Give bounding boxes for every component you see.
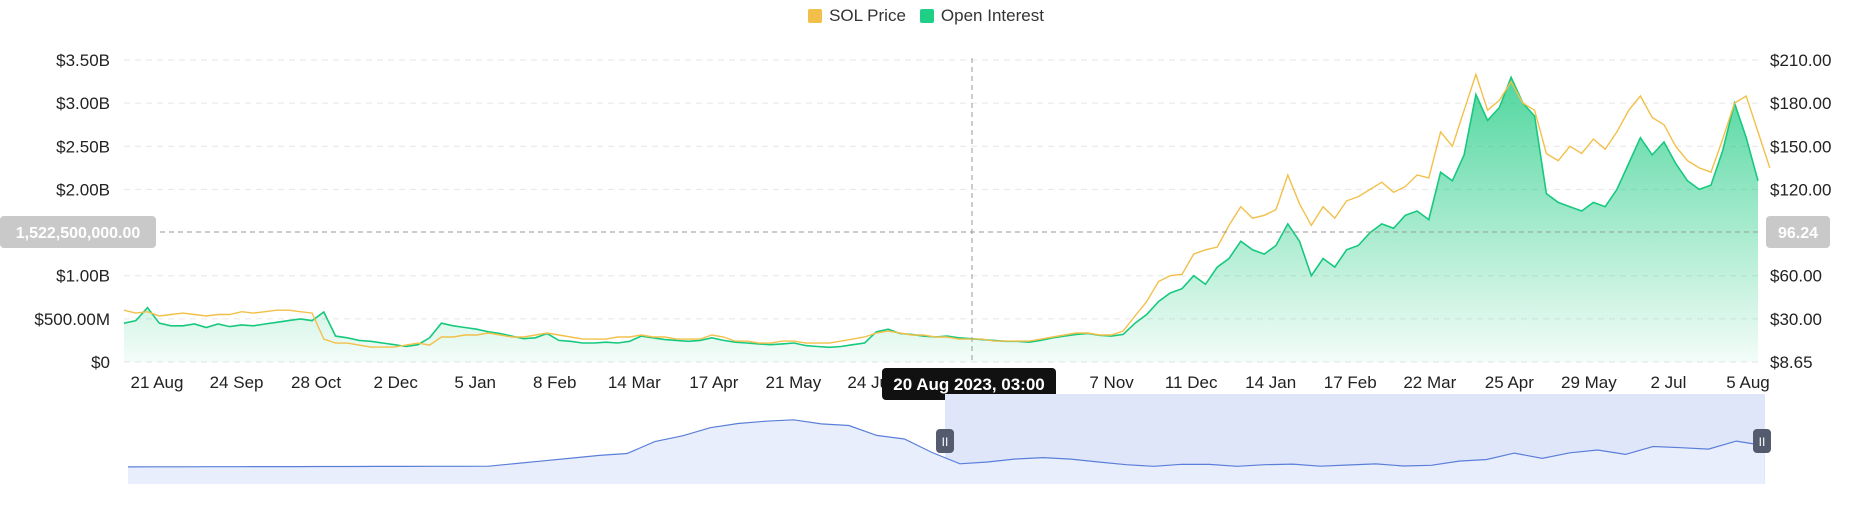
y-axis-left: $3.50B $3.00B $2.50B $2.00B $1.00B $500.00M $0 — [34, 51, 110, 372]
crosshair-date-value: 20 Aug 2023, 03:00 — [893, 375, 1045, 394]
x-tick-label: 5 Aug — [1726, 373, 1770, 392]
y-left-tick-label: $2.50B — [56, 137, 110, 156]
x-tick-label: 7 Nov — [1089, 373, 1134, 392]
navigator-area — [128, 419, 1764, 484]
legend-swatch-open-interest — [919, 9, 934, 23]
y-left-tick-label: $0 — [91, 353, 110, 372]
y-left-tick-label: $500.00M — [34, 310, 110, 329]
x-tick-label: 8 Feb — [533, 373, 576, 392]
y-right-tick-label: $30.00 — [1770, 310, 1822, 329]
x-tick-label: 22 Mar — [1403, 373, 1456, 392]
x-tick-label: 17 Feb — [1324, 373, 1377, 392]
x-tick-label: 25 Apr — [1485, 373, 1534, 392]
x-tick-label: 24 Sep — [210, 373, 264, 392]
y-left-tick-label: $2.00B — [56, 180, 110, 199]
navigator-handle-right-grip-icon: II — [1759, 435, 1766, 449]
x-tick-label: 29 May — [1561, 373, 1617, 392]
crosshair-left-badge — [0, 216, 156, 248]
open-interest-area — [124, 77, 1758, 363]
y-right-tick-label: $180.00 — [1770, 94, 1831, 113]
legend-item-open-interest[interactable]: Open Interest — [919, 6, 1044, 26]
navigator-handle-left-grip-icon: II — [942, 435, 949, 449]
x-tick-label: 28 Oct — [291, 373, 341, 392]
y-right-tick-label: $150.00 — [1770, 137, 1831, 156]
x-tick-label: 2 Jul — [1650, 373, 1686, 392]
y-right-tick-label: $60.00 — [1770, 267, 1822, 286]
x-tick-label: 21 May — [766, 373, 822, 392]
legend-swatch-sol-price — [808, 9, 823, 23]
x-tick-label: 21 Aug — [131, 373, 184, 392]
y-axis-right: $210.00 $180.00 $150.00 $120.00 $60.00 $30.00… — [1770, 51, 1831, 372]
x-tick-label: 2 Dec — [373, 373, 418, 392]
x-tick-label: 14 Jan — [1245, 373, 1296, 392]
y-right-tick-label: $210.00 — [1770, 51, 1831, 70]
crosshair-date-badge — [882, 368, 1056, 400]
legend-label-sol-price: SOL Price — [829, 6, 906, 25]
sol-price-line — [123, 72, 1771, 348]
navigator-handle-right[interactable] — [1753, 429, 1771, 453]
y-left-tick-label: $3.00B — [56, 94, 110, 113]
x-tick-label: 14 Mar — [608, 373, 661, 392]
navigator[interactable]: II II — [127, 394, 1771, 484]
crosshair-left-value: 1,522,500,000.00 — [16, 225, 141, 242]
x-tick-label: 5 Jan — [454, 373, 496, 392]
crosshair-right-value: 96.24 — [1778, 225, 1818, 242]
x-tick-label: 11 Dec — [1165, 373, 1218, 392]
x-axis: 21 Aug 24 Sep 28 Oct 2 Dec 5 Jan 8 Feb 14 Mar 1… — [131, 373, 1770, 392]
navigator-handle-left[interactable] — [936, 429, 954, 453]
navigator-line — [127, 419, 1765, 468]
y-left-tick-label: $3.50B — [56, 51, 110, 70]
legend-item-sol-price[interactable]: SOL Price — [808, 6, 906, 26]
y-right-tick-label: $120.00 — [1770, 180, 1831, 199]
legend: SOL Price Open Interest — [0, 6, 1852, 26]
x-tick-label: 17 Apr — [689, 373, 738, 392]
y-left-tick-label: $1.00B — [56, 267, 110, 286]
y-right-tick-label: $8.65 — [1770, 353, 1813, 372]
crosshair-right-badge — [1766, 216, 1830, 248]
legend-label-open-interest: Open Interest — [940, 6, 1044, 25]
